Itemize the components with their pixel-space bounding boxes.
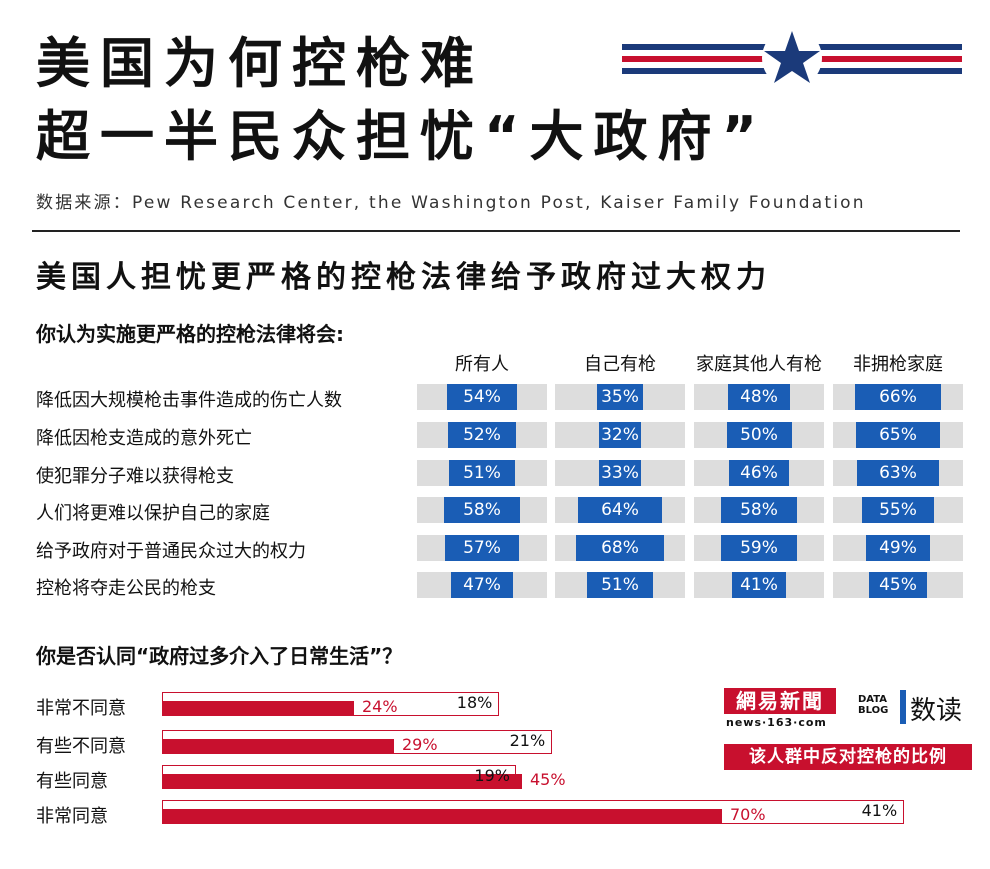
value-label: 63% [879, 463, 917, 483]
value-label: 41% [740, 575, 778, 595]
value-label: 51% [463, 463, 501, 483]
row-label: 人们将更难以保护自己的家庭 [36, 503, 270, 524]
value-label: 46% [740, 463, 778, 483]
row-label: 使犯罪分子难以获得枪支 [36, 466, 234, 487]
question-1: 你认为实施更严格的控枪法律将会: [36, 322, 344, 346]
divider [32, 230, 960, 232]
value-bar [599, 422, 641, 448]
category-label: 有些同意 [36, 771, 108, 792]
value-label: 59% [740, 538, 778, 558]
agree-fill-bar [162, 809, 722, 824]
datablog-label: 数读 [910, 696, 963, 726]
column-header: 家庭其他人有枪 [696, 354, 822, 375]
question-2: 你是否认同“政府过多介入了日常生活”？ [36, 644, 403, 668]
agree-value-label: 45% [530, 770, 566, 789]
value-bar [597, 384, 643, 410]
value-bar [598, 460, 642, 486]
value-bar [729, 460, 789, 486]
value-label: 58% [740, 500, 778, 520]
value-bar [586, 572, 654, 598]
value-bar [727, 384, 791, 410]
agree-fill-bar [162, 701, 354, 716]
oppose-value-label: 41% [861, 801, 898, 820]
value-label: 49% [879, 538, 917, 558]
agree-fill-bar [162, 739, 394, 754]
value-label: 57% [463, 538, 501, 558]
row-label: 降低因大规模枪击事件造成的伤亡人数 [36, 390, 342, 411]
value-bar [726, 422, 792, 448]
section-subtitle: 美国人担忧更严格的控枪法律给予政府过大权力 [36, 260, 771, 295]
agree-value-label: 24% [362, 697, 398, 716]
value-bar [448, 460, 516, 486]
value-label: 55% [879, 500, 917, 520]
agree-value-label: 70% [730, 805, 766, 824]
datablog-logo: DATA BLOG [858, 694, 888, 716]
datablog-line-1: DATA [858, 694, 888, 705]
datablog-bar-icon [900, 690, 906, 724]
legend-label: 该人群中反对控枪的比例 [724, 744, 972, 770]
value-label: 45% [879, 575, 917, 595]
value-bar [855, 384, 941, 410]
oppose-value-label: 19% [474, 766, 510, 785]
value-label: 58% [463, 500, 501, 520]
value-label: 35% [601, 387, 639, 407]
value-bar [862, 497, 934, 523]
column-header: 非拥枪家庭 [853, 354, 943, 375]
value-bar [857, 460, 939, 486]
value-label: 68% [601, 538, 639, 558]
value-label: 54% [463, 387, 501, 407]
value-bar [446, 384, 518, 410]
row-label: 给予政府对于普通民众过大的权力 [36, 541, 306, 562]
flag-stripes-star-icon [622, 28, 962, 84]
column-header: 自己有枪 [584, 354, 656, 375]
agree-fill-bar [162, 774, 522, 789]
value-bar [720, 535, 798, 561]
value-label: 66% [879, 387, 917, 407]
value-bar [732, 572, 786, 598]
value-label: 52% [463, 425, 501, 445]
row-label: 控枪将夺走公民的枪支 [36, 578, 216, 599]
value-bar [448, 422, 516, 448]
netease-url: news·163·com [726, 716, 827, 729]
oppose-value-label: 18% [456, 693, 493, 712]
netease-logo: 網易新聞 [724, 688, 836, 714]
category-label: 非常不同意 [36, 698, 126, 719]
value-bar [868, 572, 928, 598]
title-line-2: 超一半民众担忧“大政府” [36, 105, 767, 168]
value-bar [855, 422, 941, 448]
value-bar [866, 535, 930, 561]
value-bar [575, 535, 665, 561]
value-label: 33% [601, 463, 639, 483]
value-label: 51% [601, 575, 639, 595]
value-label: 65% [879, 425, 917, 445]
value-label: 48% [740, 387, 778, 407]
oppose-value-label: 21% [509, 731, 546, 750]
category-label: 非常同意 [36, 806, 108, 827]
value-label: 50% [740, 425, 778, 445]
value-bar [444, 535, 520, 561]
datablog-line-2: BLOG [858, 705, 889, 716]
title-line-1: 美国为何控枪难 [36, 32, 484, 95]
value-label: 32% [601, 425, 639, 445]
value-bar [451, 572, 513, 598]
data-source: 数据来源：Pew Research Center, the Washington… [36, 193, 866, 213]
value-bar [578, 497, 662, 523]
category-label: 有些不同意 [36, 736, 126, 757]
value-label: 47% [463, 575, 501, 595]
value-bar [444, 497, 520, 523]
agree-value-label: 29% [402, 735, 438, 754]
value-label: 64% [601, 500, 639, 520]
column-header: 所有人 [455, 354, 509, 375]
value-bar [721, 497, 797, 523]
row-label: 降低因枪支造成的意外死亡 [36, 428, 252, 449]
